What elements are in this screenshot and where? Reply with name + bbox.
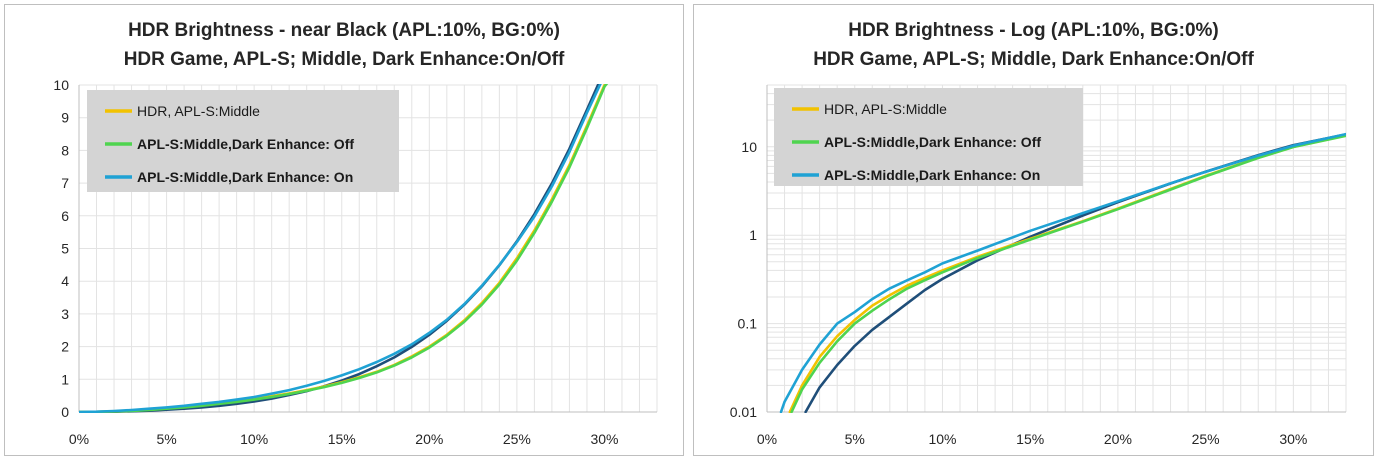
x-tick-label: 0%: [757, 431, 777, 447]
plot-area: 0.01 0.1 1 10 0% 5% 10% 15% 20% 25% 30% HDR, APL-S:…: [730, 84, 1347, 447]
series-group: [79, 84, 609, 413]
chart-subtitle: HDR Game, APL-S; Middle, Dark Enhance:On…: [813, 49, 1254, 70]
legend-label: APL-S:Middle,Dark Enhance: On: [824, 167, 1040, 183]
chart-title: HDR Brightness - Log (APL:10%, BG:0%): [848, 20, 1219, 41]
y-tick-label: 6: [61, 208, 69, 224]
series-line: [790, 134, 1346, 413]
chart-title: HDR Brightness - near Black (APL:10%, BG…: [128, 20, 560, 41]
y-tick-label: 3: [61, 306, 69, 322]
y-tick-label: 8: [61, 142, 69, 158]
legend-background: [87, 90, 399, 192]
series-group: [779, 132, 1346, 413]
chart-subtitle: HDR Game, APL-S; Middle, Dark Enhance:On…: [123, 49, 565, 70]
plot-area: 0 1 2 3 4 5 6 7 8 9 10 0% 5% 10% 15% 20% 25% 30% HDR, APL-…: [53, 77, 658, 447]
y-tick-label: 7: [61, 175, 69, 191]
legend-label: APL-S:Middle,Dark Enhance: Off: [824, 134, 1041, 150]
x-tick-label: 15%: [328, 431, 356, 447]
y-tick-label: 10: [53, 77, 69, 93]
x-tick-label: 15%: [1016, 431, 1044, 447]
x-tick-label: 30%: [1279, 431, 1307, 447]
y-tick-label: 9: [61, 110, 69, 126]
y-tick-label: 0.01: [730, 404, 757, 420]
legend: HDR, APL-S:Middle APL-S:Middle,Dark Enhan…: [87, 90, 399, 192]
x-tick-label: 10%: [240, 431, 268, 447]
x-tick-label: 25%: [1192, 431, 1220, 447]
y-tick-label: 0.1: [738, 316, 758, 332]
legend-label: APL-S:Middle,Dark Enhance: Off: [137, 136, 354, 152]
x-tick-label: 20%: [415, 431, 443, 447]
chart-panel-near-black: HDR Brightness - near Black (APL:10%, BG…: [4, 4, 684, 456]
series-line: [79, 84, 602, 413]
x-tick-label: 5%: [156, 431, 176, 447]
chart-panel-log: HDR Brightness - Log (APL:10%, BG:0%) HD…: [693, 4, 1374, 456]
x-tick-label: 25%: [503, 431, 531, 447]
y-tick-label: 10: [741, 139, 757, 155]
x-tick-label: 5%: [845, 431, 865, 447]
x-tick-label: 30%: [590, 431, 618, 447]
x-tick-label: 20%: [1104, 431, 1132, 447]
y-tick-label: 1: [749, 227, 757, 243]
legend-background: [774, 88, 1083, 186]
series-line: [779, 132, 1346, 413]
y-tick-label: 0: [61, 404, 69, 420]
x-tick-label: 10%: [928, 431, 956, 447]
legend-label: APL-S:Middle,Dark Enhance: On: [137, 169, 353, 185]
y-tick-label: 4: [61, 273, 69, 289]
series-line: [79, 84, 609, 413]
y-tick-label: 1: [61, 371, 69, 387]
legend-label: HDR, APL-S:Middle: [137, 103, 260, 119]
x-tick-label: 0%: [69, 431, 89, 447]
y-tick-label: 2: [61, 339, 69, 355]
legend: HDR, APL-S:Middle APL-S:Middle,Dark Enhan…: [774, 88, 1083, 186]
y-tick-label: 5: [61, 241, 69, 257]
legend-label: HDR, APL-S:Middle: [824, 101, 947, 117]
